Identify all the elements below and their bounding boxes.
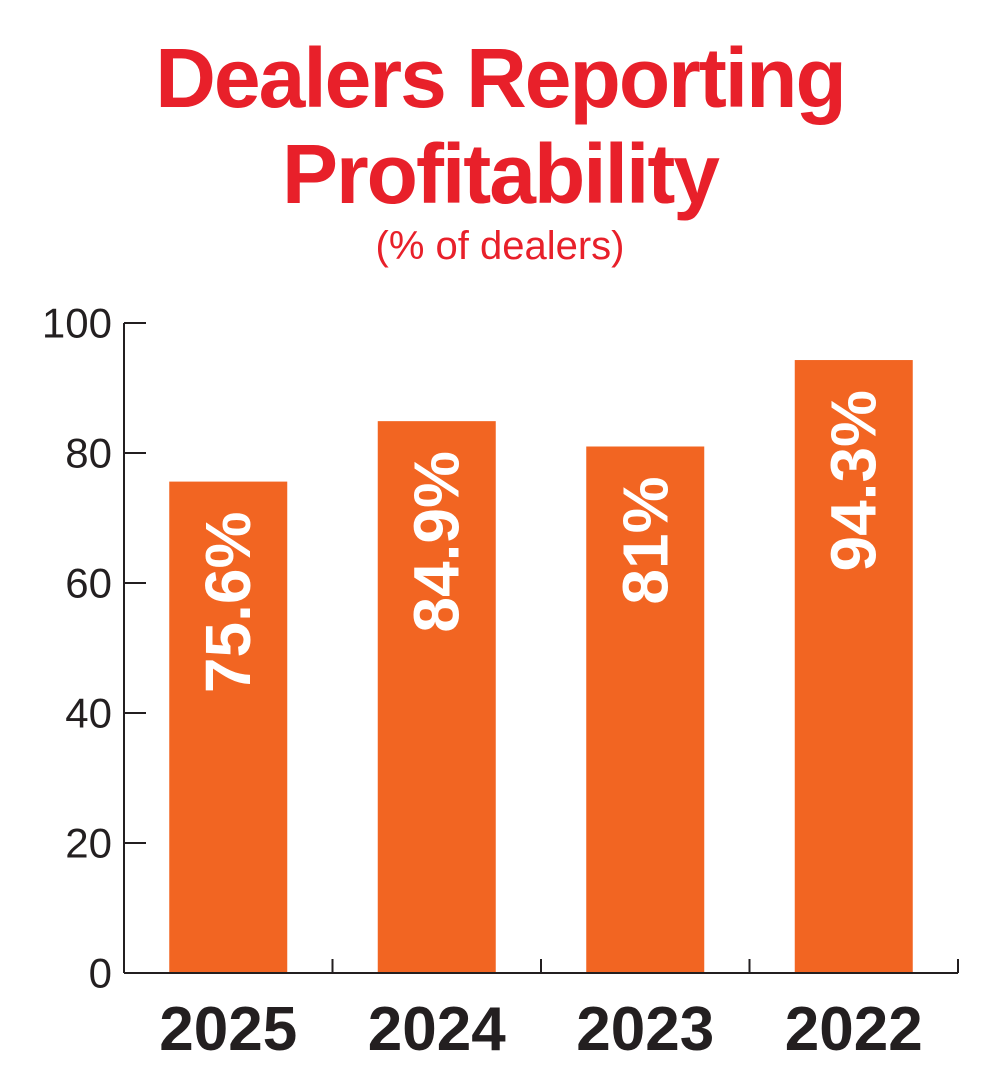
y-tick-label: 40 bbox=[65, 690, 112, 737]
bar-2023 bbox=[586, 446, 705, 973]
x-tick-label: 2024 bbox=[368, 995, 506, 1064]
axis-layer: 0 20 40 60 80 100 2025 2024 2023 2022 bbox=[42, 300, 959, 1064]
bar-value-label: 75.6% bbox=[192, 512, 264, 693]
bar-2024 bbox=[377, 421, 496, 973]
bar-value-label: 81% bbox=[609, 477, 681, 605]
x-tick-label: 2025 bbox=[159, 995, 297, 1064]
x-tick-label: 2022 bbox=[785, 995, 923, 1064]
bars-layer: 75.6% 84.9% 81% 94.3% bbox=[169, 360, 913, 973]
bar-2022 bbox=[794, 360, 913, 973]
y-tick-label: 80 bbox=[65, 430, 112, 477]
chart-title: Dealers Reporting Profitability bbox=[155, 31, 847, 221]
bar-value-label: 84.9% bbox=[401, 451, 473, 632]
bar-2025 bbox=[169, 481, 288, 973]
y-tick-label: 100 bbox=[42, 300, 112, 347]
y-tick-label: 0 bbox=[89, 950, 112, 997]
chart-subtitle: (% of dealers) bbox=[375, 224, 625, 268]
x-tick-label: 2023 bbox=[576, 995, 714, 1064]
bar-value-label: 94.3% bbox=[818, 390, 890, 571]
y-tick-label: 20 bbox=[65, 820, 112, 867]
y-tick-label: 60 bbox=[65, 560, 112, 607]
